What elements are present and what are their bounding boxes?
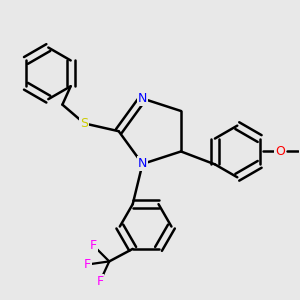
Text: S: S [80,117,88,130]
Text: F: F [96,275,103,288]
Text: N: N [138,92,147,105]
Text: N: N [138,158,147,170]
Text: F: F [84,258,91,271]
Text: O: O [275,145,285,158]
Text: F: F [90,239,97,252]
